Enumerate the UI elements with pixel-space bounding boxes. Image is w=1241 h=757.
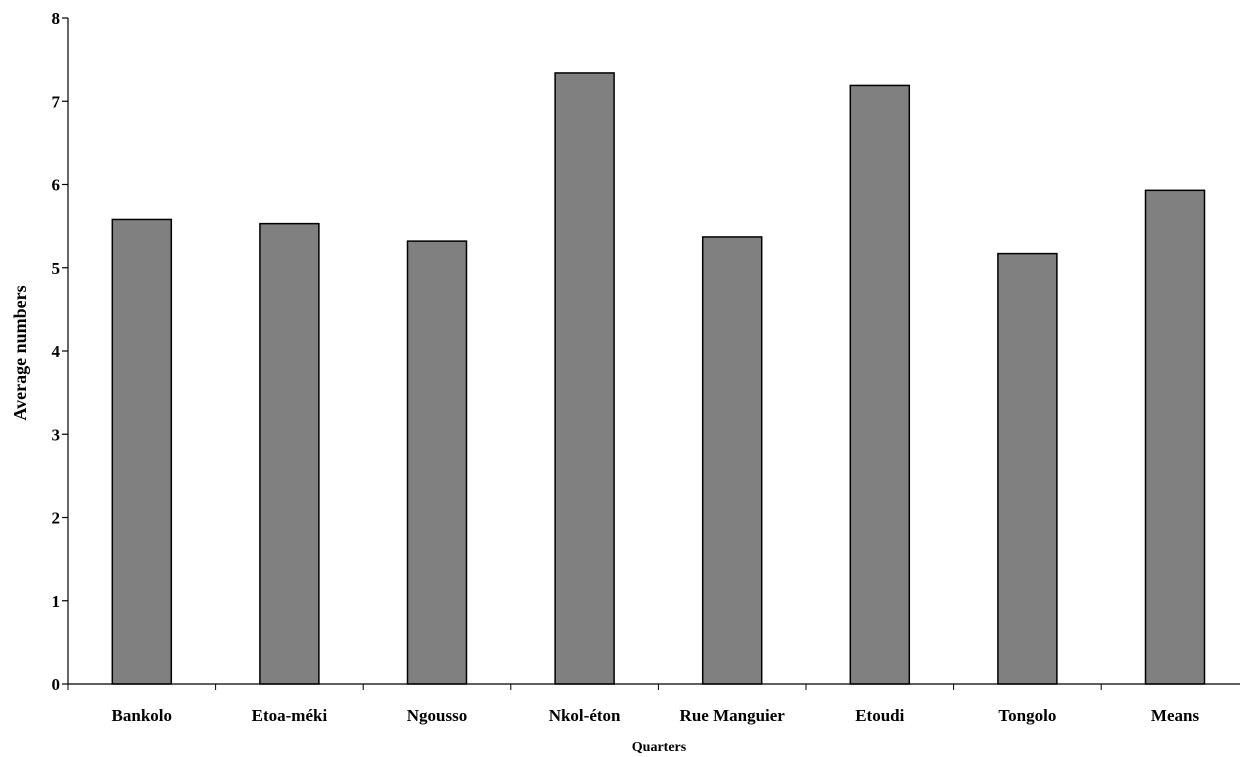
y-tick-label: 5 <box>52 259 61 278</box>
bar-rue-manguier <box>701 236 763 685</box>
y-axis-ticks: 0 1 2 3 4 5 6 7 8 <box>52 9 68 694</box>
y-axis-title: Average numbers <box>10 285 30 420</box>
y-tick-label: 4 <box>52 342 61 361</box>
x-tick-label: Bankolo <box>112 706 172 725</box>
bar-etoudi <box>849 84 911 685</box>
y-tick-label: 3 <box>52 425 61 444</box>
x-tick-label: Nkol-éton <box>549 706 621 725</box>
y-tick-label: 0 <box>52 675 61 694</box>
bars-group <box>111 72 1206 685</box>
bar-ngousso <box>406 240 468 685</box>
y-tick-label: 8 <box>52 9 61 28</box>
x-tick-label: Ngousso <box>407 706 467 725</box>
x-tick-label: Tongolo <box>998 706 1056 725</box>
x-tick-label: Rue Manguier <box>680 706 786 725</box>
y-tick-label: 1 <box>52 592 61 611</box>
bar-means <box>1144 189 1206 685</box>
y-tick-label: 2 <box>52 509 61 528</box>
bar-tongolo <box>997 252 1058 685</box>
x-tick-label: Etoa-méki <box>252 706 328 725</box>
x-axis-title: Quarters <box>632 740 687 755</box>
bar-bankolo <box>111 218 173 685</box>
y-tick-label: 7 <box>52 92 61 111</box>
x-tick-label: Etoudi <box>855 706 904 725</box>
y-tick-label: 6 <box>52 176 61 195</box>
x-axis-ticks: Bankolo Etoa-méki Ngousso Nkol-éton Rue Mang… <box>67 684 1200 725</box>
x-tick-label: Means <box>1151 706 1200 725</box>
bar-etoa-m-ki <box>259 222 320 685</box>
bar-nkol-ton <box>554 72 615 685</box>
